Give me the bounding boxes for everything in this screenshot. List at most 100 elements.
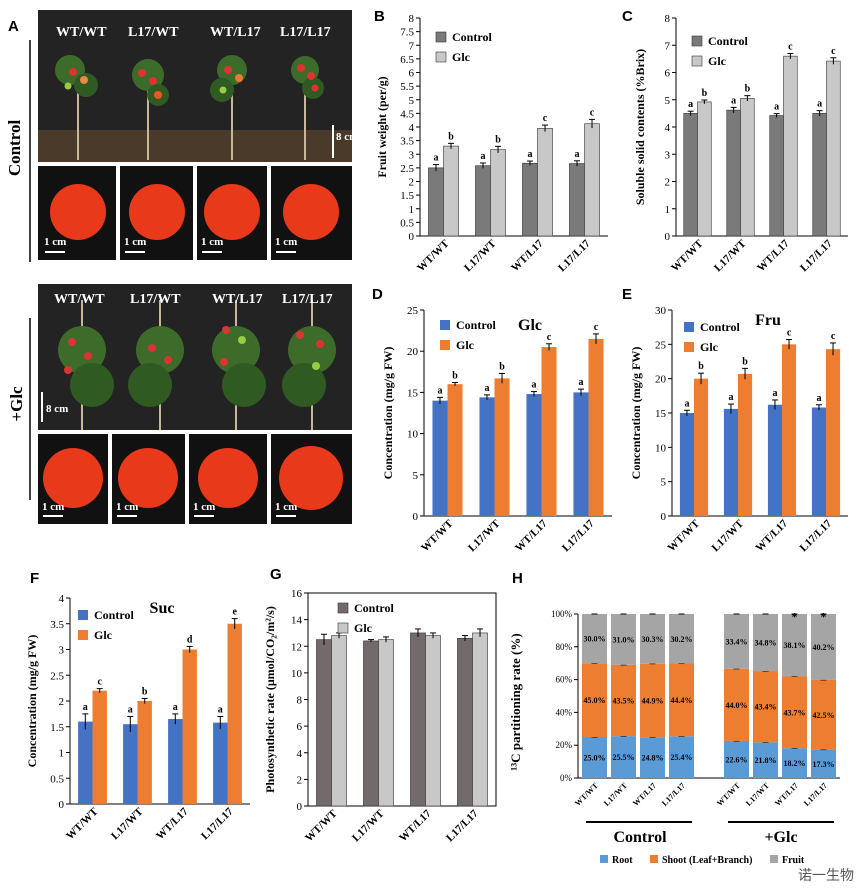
chart-b-letter-0-0: a (433, 153, 438, 164)
chart-e-legend-label-0: Control (700, 320, 740, 334)
chart-b-xtick-label-0: WT/WT (415, 237, 452, 274)
chart-e-letter-1-3: c (831, 331, 836, 342)
chart-b-letter-0-3: a (574, 149, 579, 160)
chart-g-ytick-label-0: 0 (297, 801, 303, 813)
chart-h-seglabel-0-2: 24.8% (642, 754, 664, 763)
chart-e-ytick-label-2: 10 (655, 442, 667, 454)
chart-h-seg-0-6 (782, 748, 807, 778)
chart-f-bar-control-1 (123, 724, 138, 804)
chart-b-ytick-label-0: 0 (409, 231, 415, 243)
chart-e-letter-0-3: a (816, 393, 821, 404)
chart-g-ylabel: Photosynthetic rate (μmol/CO₂/m²/s) (263, 606, 277, 793)
chart-f-letter-0-1: a (128, 704, 133, 715)
chart-h-seg-2-3 (669, 614, 694, 664)
chart-h-seg-2-7 (811, 614, 836, 680)
chart-f-ytick-label-2: 1 (59, 748, 65, 760)
chart-h-legend-label-2: Fruit (782, 855, 805, 866)
chart-d-bar-control-1 (479, 397, 495, 516)
chart-b-ytick-label-6: 3 (409, 149, 415, 161)
panel-letter-d: D (372, 286, 383, 303)
chart-e-letter-1-0: b (698, 361, 704, 372)
chart-b-ytick-label-8: 4 (409, 122, 415, 134)
chart-g-legend-swatch-1 (337, 622, 349, 634)
chart-h-legend-swatch-2 (770, 855, 778, 863)
chart-e-ytick-label-5: 25 (655, 339, 667, 351)
chart-b-letter-0-1: a (480, 151, 485, 162)
chart-e-ytick-label-4: 20 (655, 374, 667, 386)
chart-f-ytick-label-5: 2.5 (50, 670, 64, 682)
genotype-label-glc-3: WT/L17 (212, 292, 263, 307)
chart-f-legend-swatch-1 (78, 630, 88, 640)
chart-d-letter-1-2: c (547, 332, 552, 343)
scale-fruit-ctrl-1: 1 cm (44, 236, 66, 248)
chart-h-seglabel-2-7: 40.2% (813, 643, 835, 652)
chart-f-ytick-label-7: 3.5 (50, 619, 64, 631)
chart-f-xtick-label-3: L17/L17 (199, 805, 236, 842)
chart-g-xtick-label-2: WT/L17 (397, 807, 434, 844)
chart-h-seglabel-0-1: 25.5% (613, 753, 635, 762)
chart-d-ytick-label-4: 20 (407, 346, 419, 358)
chart-c-bar-control-0 (683, 113, 698, 237)
chart-h-ytick-label-0: 0% (560, 773, 573, 783)
scale-fruit-glc-3: 1 cm (193, 501, 215, 513)
chart-h-xtick-label-7: L17/L17 (802, 781, 829, 808)
scale-fruit-ctrl-3: 1 cm (201, 236, 223, 248)
chart-f-xtick-label-0: WT/WT (64, 805, 101, 842)
chart-c-bar-glc-2 (783, 55, 798, 237)
chart-c-bar-glc-3 (826, 60, 841, 237)
chart-h-xtick-label-3: L17/L17 (660, 781, 687, 808)
chart-f-ytick-label-8: 4 (59, 593, 65, 605)
chart-g-xtick-label-0: WT/WT (303, 807, 340, 844)
chart-h-xtick-label-0: WT/WT (573, 781, 600, 808)
chart-h-seglabel-2-6: 38.1% (784, 641, 806, 650)
chart-f-letter-0-3: a (218, 704, 223, 715)
panel-letter-a: A (8, 18, 19, 35)
chart-d-letter-1-3: c (594, 322, 599, 333)
chart-h-seglabel-1-6: 43.7% (784, 708, 806, 717)
chart-h-seg-1-1 (611, 664, 636, 737)
chart-f-ytick-label-0: 0 (59, 799, 65, 811)
chart-h-seg-0-3 (669, 736, 694, 778)
chart-h-seglabel-0-6: 18.2% (784, 759, 806, 768)
chart-b-bar-control-0 (428, 167, 444, 237)
control-plant-soil (38, 130, 352, 162)
chart-e-bar-glc-3 (826, 349, 841, 516)
chart-b-ytick-label-13: 6.5 (400, 54, 414, 66)
chart-b-ytick-label-9: 4.5 (400, 108, 414, 120)
chart-c-xtick-label-3: L17/L17 (798, 237, 835, 274)
chart-b-letter-1-3: c (590, 107, 595, 118)
chart-h-seglabel-0-3: 25.4% (671, 753, 693, 762)
chart-d-legend-swatch-0 (440, 320, 450, 330)
chart-h-seglabel-2-5: 34.8% (755, 639, 777, 648)
chart-d-ylabel: Concentration (mg/g FW) (381, 347, 395, 480)
chart-c-ytick-label-2: 2 (665, 177, 671, 189)
genotype-label-ctrl-4: L17/L17 (280, 25, 331, 40)
chart-e-title: Fru (755, 312, 781, 329)
chart-d-xtick-label-0: WT/WT (419, 517, 456, 554)
chart-g-xtick-label-3: L17/L17 (444, 807, 481, 844)
chart-h-group-label-1: +Glc (764, 829, 797, 846)
chart-h-seglabel-2-3: 30.2% (671, 635, 693, 644)
chart-e-letter-1-1: b (742, 356, 748, 367)
chart-e-bar-control-1 (723, 408, 738, 516)
chart-g-ytick-label-3: 6 (297, 721, 303, 733)
chart-f-legend-label-1: Glc (94, 628, 113, 642)
chart-c-bar-glc-0 (697, 101, 712, 237)
chart-b-xtick-label-2: WT/L17 (509, 237, 546, 274)
chart-e-bar-glc-2 (782, 344, 797, 516)
chart-h-ytick-label-2: 40% (556, 707, 573, 717)
chart-c-letter-1-2: c (788, 41, 793, 52)
chart-d-legend-swatch-1 (440, 340, 450, 350)
chart-g-bar-control-1 (363, 640, 379, 807)
chart-d-bar-glc-3 (588, 338, 604, 516)
chart-b-bar-glc-0 (443, 145, 459, 237)
scale-fruit-glc-2: 1 cm (116, 501, 138, 513)
chart-f-letter-0-2: a (173, 702, 178, 713)
chart-h-seglabel-1-1: 43.5% (613, 697, 635, 706)
chart-g-ytick-label-4: 8 (297, 695, 303, 707)
chart-h-seg-0-1 (611, 736, 636, 778)
chart-b-ylabel: Fruit weight (per/g) (375, 76, 389, 177)
chart-b-ytick-label-15: 7.5 (400, 27, 414, 39)
chart-h-seg-1-6 (782, 676, 807, 749)
chart-f-xtick-label-1: L17/WT (109, 805, 146, 842)
